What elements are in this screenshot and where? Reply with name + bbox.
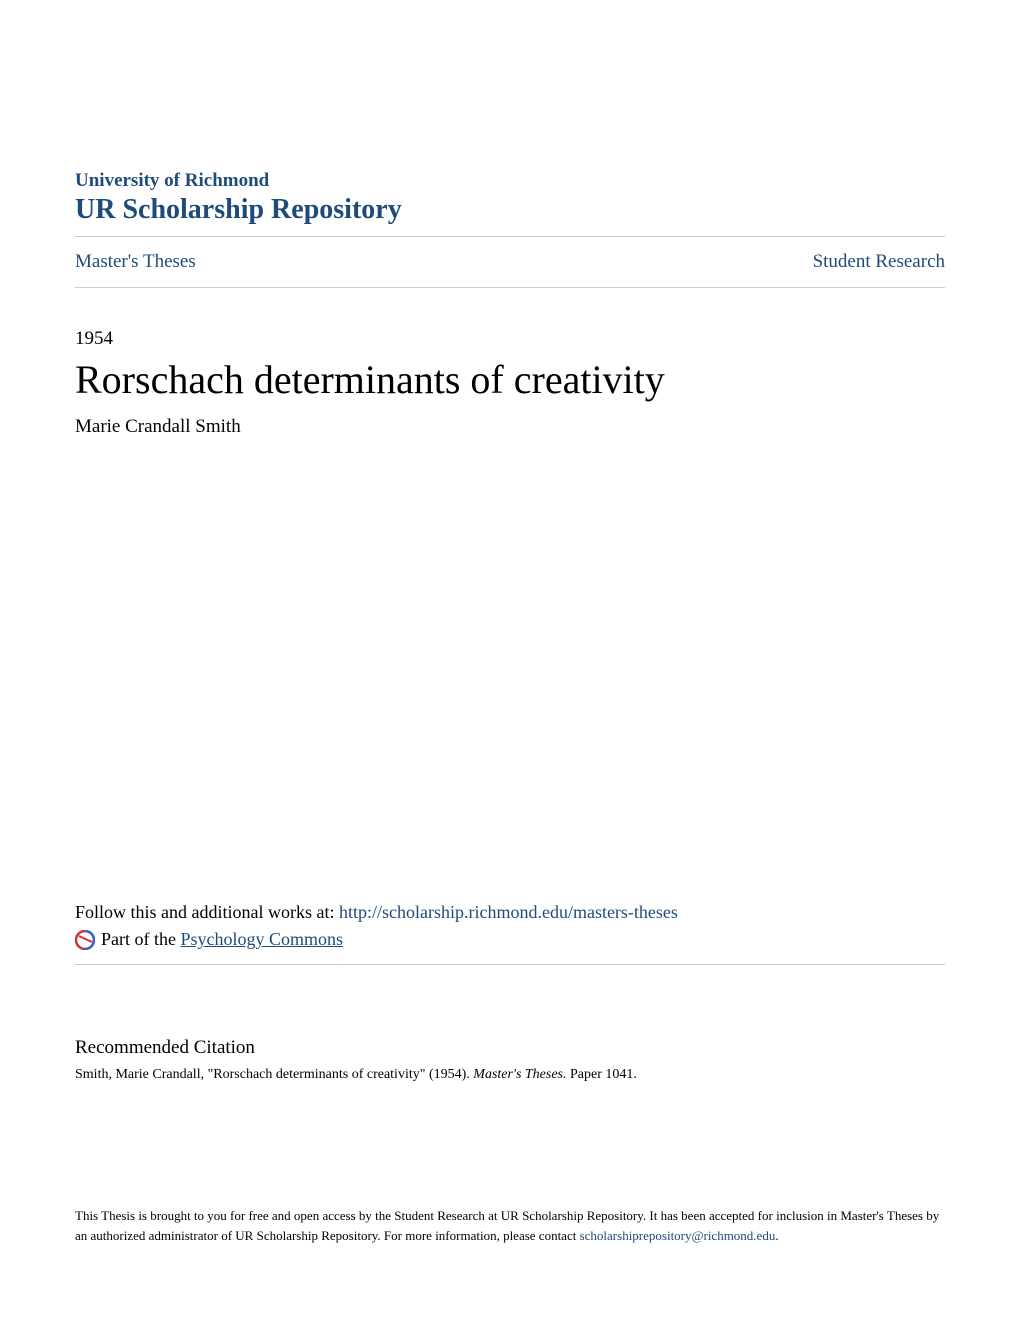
citation-italic: Master's Theses. [473, 1067, 566, 1082]
citation-text: Smith, Marie Crandall, "Rorschach determ… [75, 1065, 945, 1085]
document-title: Rorschach determinants of creativity [75, 358, 945, 402]
follow-label: Follow this and additional works at: [75, 902, 339, 922]
footer-section: This Thesis is brought to you for free a… [75, 1206, 945, 1245]
citation-section: Recommended Citation Smith, Marie Cranda… [75, 1037, 945, 1085]
nav-student-research[interactable]: Student Research [813, 251, 945, 273]
author-name: Marie Crandall Smith [75, 416, 945, 438]
page-container: University of Richmond UR Scholarship Re… [0, 0, 1020, 1320]
header-section: University of Richmond UR Scholarship Re… [75, 170, 945, 236]
partof-label: Part of the [101, 929, 180, 949]
partof-row: Part of the Psychology Commons [75, 929, 945, 950]
nav-divider [75, 287, 945, 288]
follow-url-link[interactable]: http://scholarship.richmond.edu/masters-… [339, 902, 678, 922]
nav-row: Master's Theses Student Research [75, 237, 945, 287]
footer-suffix: . [775, 1228, 778, 1243]
publication-year: 1954 [75, 328, 945, 350]
university-name[interactable]: University of Richmond [75, 170, 945, 192]
content-section: 1954 Rorschach determinants of creativit… [75, 328, 945, 438]
footer-text: This Thesis is brought to you for free a… [75, 1206, 945, 1245]
citation-heading: Recommended Citation [75, 1037, 945, 1059]
follow-text: Follow this and additional works at: htt… [75, 902, 945, 923]
citation-prefix: Smith, Marie Crandall, "Rorschach determ… [75, 1067, 473, 1082]
footer-prefix: This Thesis is brought to you for free a… [75, 1208, 939, 1243]
follow-divider [75, 964, 945, 965]
network-icon [75, 930, 95, 950]
psychology-commons-link[interactable]: Psychology Commons [180, 929, 343, 949]
contact-email-link[interactable]: scholarshiprepository@richmond.edu [580, 1228, 776, 1243]
partof-text: Part of the Psychology Commons [101, 929, 343, 950]
nav-masters-theses[interactable]: Master's Theses [75, 251, 196, 273]
citation-suffix: Paper 1041. [567, 1067, 637, 1082]
follow-section: Follow this and additional works at: htt… [75, 902, 945, 965]
repository-name[interactable]: UR Scholarship Repository [75, 194, 945, 236]
